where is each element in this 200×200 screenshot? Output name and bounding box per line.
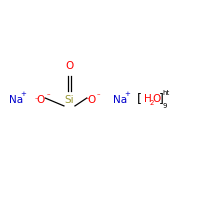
Text: +: + xyxy=(124,91,130,97)
Text: H: H xyxy=(144,94,152,104)
Text: –: – xyxy=(46,91,50,97)
Text: 9: 9 xyxy=(162,103,167,109)
Text: ]: ] xyxy=(159,93,164,106)
Text: 2: 2 xyxy=(150,100,154,106)
Text: O: O xyxy=(37,95,45,105)
Text: Na: Na xyxy=(9,95,23,105)
Text: [: [ xyxy=(136,93,141,106)
Text: Si: Si xyxy=(65,95,74,105)
Text: +: + xyxy=(21,91,27,97)
Text: –: – xyxy=(35,95,38,101)
Text: O: O xyxy=(87,95,95,105)
Text: ht: ht xyxy=(162,90,169,96)
Text: O: O xyxy=(65,61,74,71)
Text: O: O xyxy=(153,94,161,104)
Text: Na: Na xyxy=(113,95,127,105)
Text: –: – xyxy=(97,91,100,97)
Text: –: – xyxy=(85,95,89,101)
